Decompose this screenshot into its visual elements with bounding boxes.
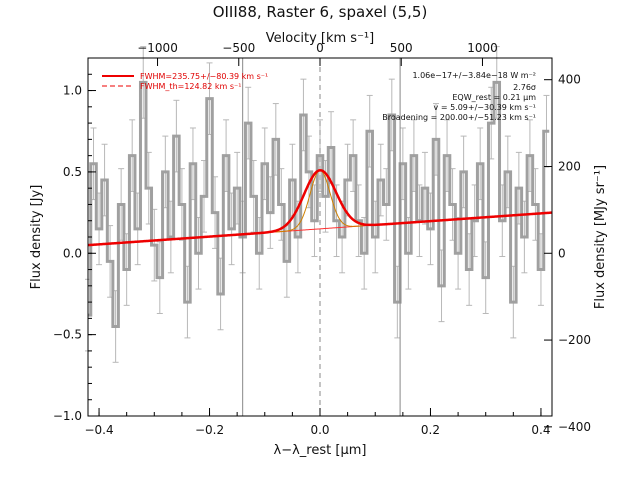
x-tick-label: −0.4 (84, 423, 113, 437)
right-tick-label: 400 (558, 73, 581, 87)
x-tick-label: 0.0 (310, 423, 329, 437)
legend-label-fwhm-th: FWHM_th=124.82 km s⁻¹ (140, 82, 241, 91)
y-tick-label: −1.0 (53, 409, 82, 423)
x-tick-label: −0.2 (195, 423, 224, 437)
right-tick-label: −200 (558, 333, 591, 347)
fit-annotations: 1.06e−17+/−3.84e−18 W m⁻² 2.76σ EQW_rest… (382, 71, 536, 122)
right-axis-label: Flux density [MJy sr⁻¹] (593, 165, 608, 309)
annotation-flux: 1.06e−17+/−3.84e−18 W m⁻² (412, 71, 536, 80)
top-tick-label: −1000 (137, 41, 178, 55)
y-tick-label: 1.0 (63, 84, 82, 98)
top-tick-label: 500 (390, 41, 413, 55)
right-tick-label: 0 (558, 246, 566, 260)
top-tick-label: 1000 (467, 41, 498, 55)
chart-title: OIII88, Raster 6, spaxel (5,5) (213, 3, 428, 21)
legend-label-fwhm: FWHM=235.75+/−80.39 km s⁻¹ (140, 72, 268, 81)
gaussian-fit-line (87, 169, 553, 247)
annotation-velocity: v = 5.09+/−30.39 km s⁻¹ (434, 103, 536, 112)
y-tick-label: 0.5 (63, 165, 82, 179)
x-axis-label: λ−λ_rest [μm] (274, 443, 367, 458)
annotation-sigma: 2.76σ (513, 83, 536, 92)
y-tick-label: −0.5 (53, 328, 82, 342)
right-tick-label: −400 (558, 420, 591, 434)
annotation-eqw: EQW_rest = 0.21 μm (452, 93, 536, 102)
spectrum-line (88, 80, 550, 328)
x-tick-label: 0.2 (421, 423, 440, 437)
y-axis-label: Flux density [Jy] (29, 185, 44, 290)
top-tick-label: 0 (316, 41, 324, 55)
annotation-broadening: Broadening = 200.00+/−51.23 km s⁻¹ (382, 113, 536, 122)
top-tick-label: −500 (222, 41, 255, 55)
y-tick-label: 0.0 (63, 246, 82, 260)
x-tick-label: 0.4 (531, 423, 550, 437)
top-axis-label: Velocity [km s⁻¹] (266, 31, 374, 46)
right-tick-label: 200 (558, 159, 581, 173)
legend: FWHM=235.75+/−80.39 km s⁻¹ FWHM_th=124.8… (102, 72, 268, 91)
